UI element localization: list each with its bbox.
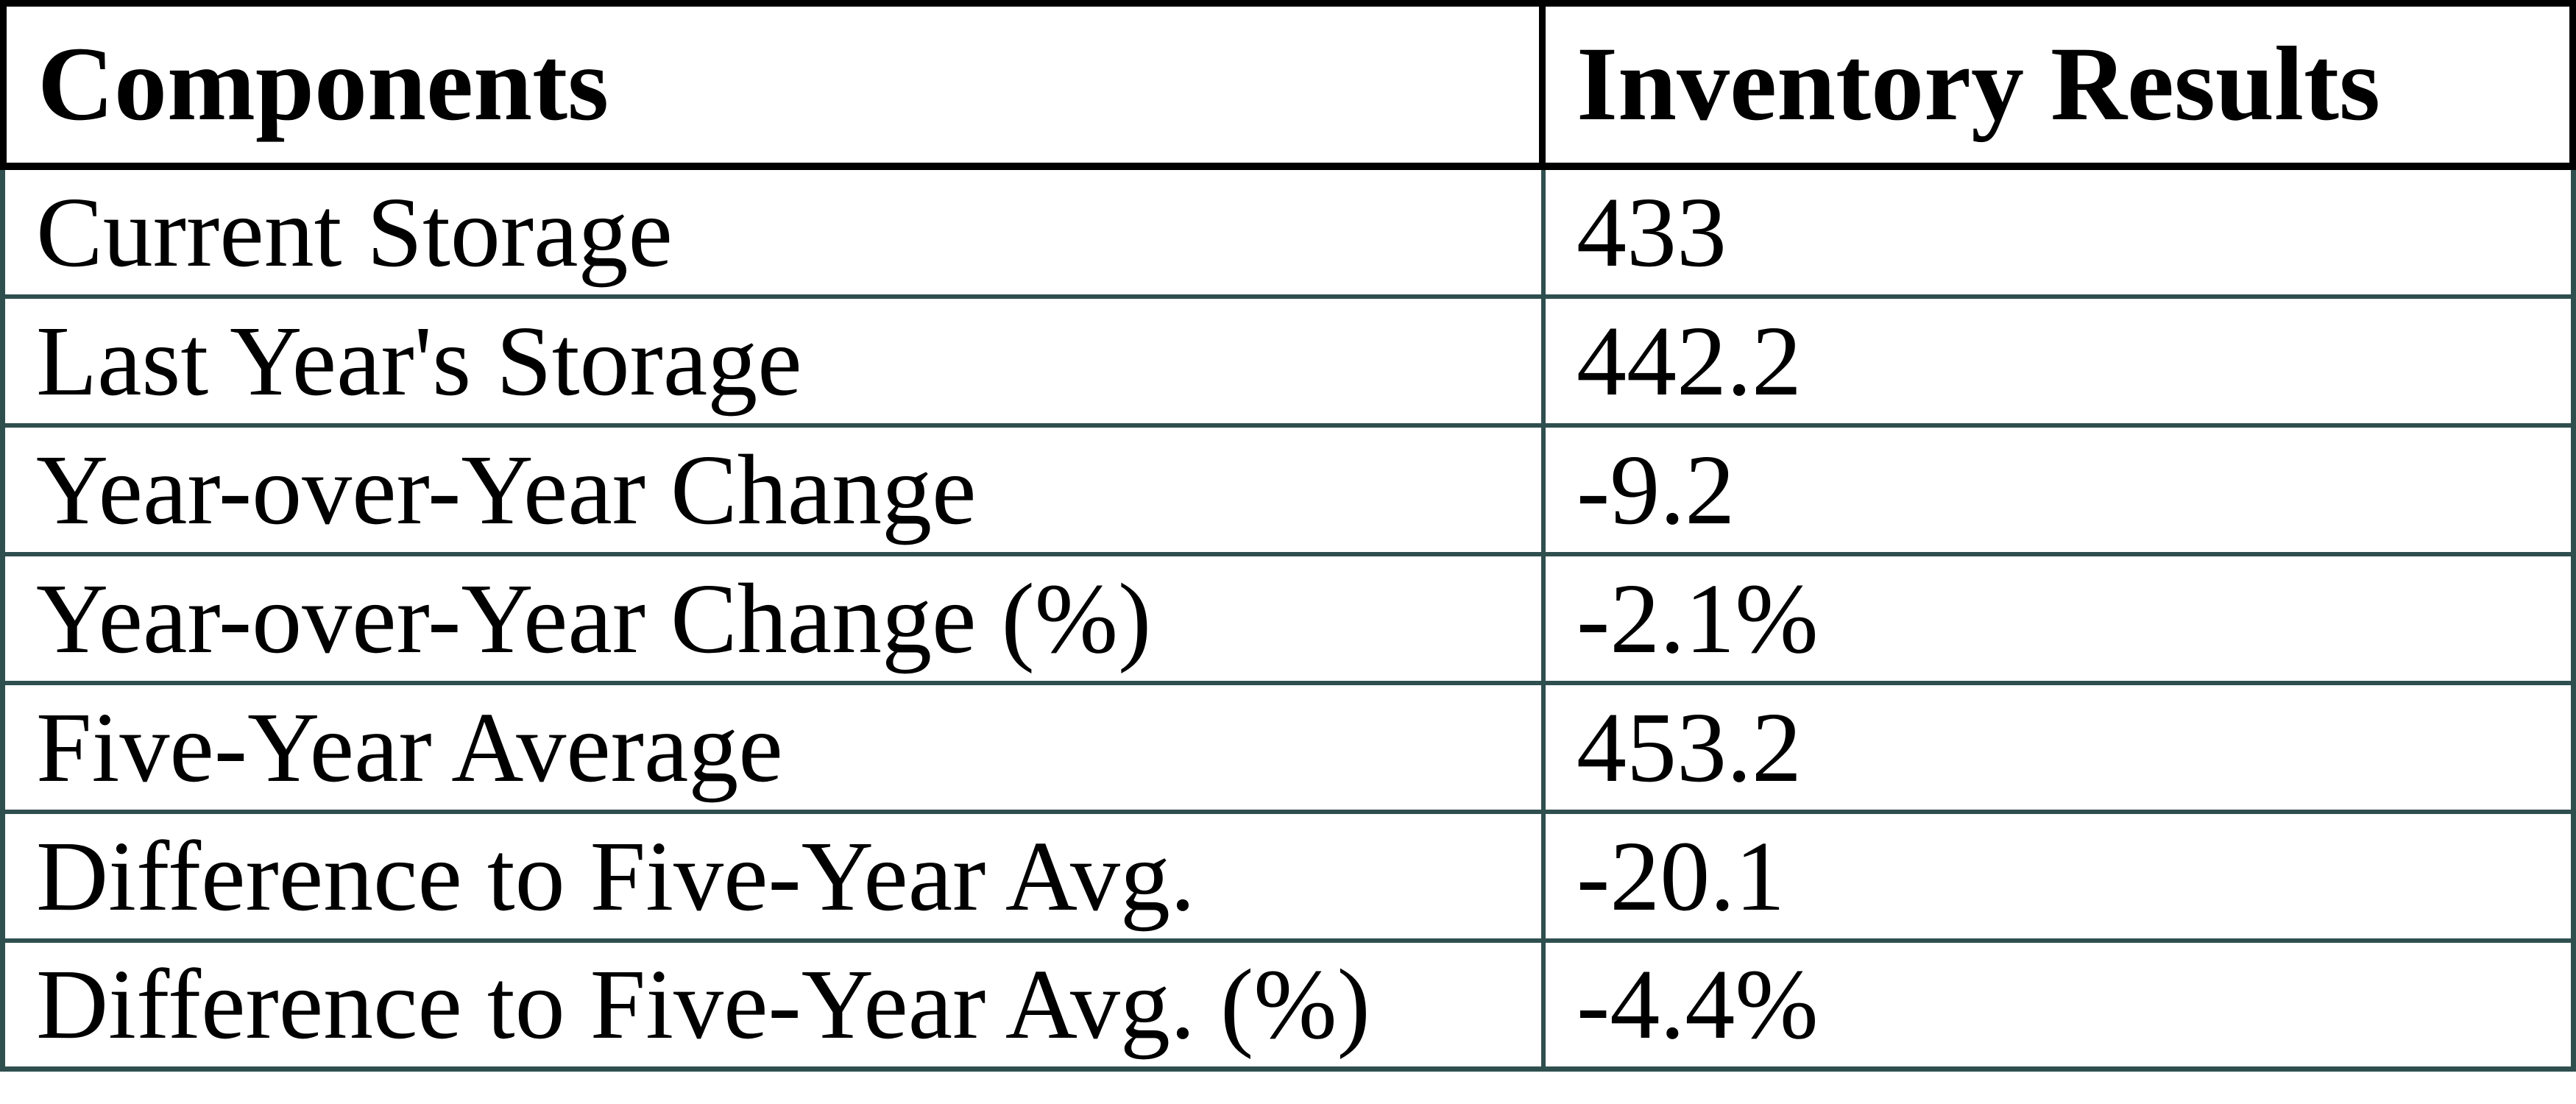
row-label-yoy-change: Year-over-Year Change <box>0 428 1546 556</box>
inventory-results-table: Components Inventory Results Current Sto… <box>0 0 2576 1072</box>
row-value-yoy-change-pct: -2.1% <box>1546 556 2576 685</box>
row-label-diff-five-year-avg: Difference to Five-Year Avg. <box>0 814 1546 943</box>
row-value-five-year-average: 453.2 <box>1546 685 2576 814</box>
row-label-last-years-storage: Last Year's Storage <box>0 299 1546 428</box>
header-cell-inventory-results: Inventory Results <box>1546 0 2576 170</box>
row-value-current-storage: 433 <box>1546 170 2576 299</box>
row-value-diff-five-year-avg-pct: -4.4% <box>1546 943 2576 1072</box>
row-value-yoy-change: -9.2 <box>1546 428 2576 556</box>
row-label-yoy-change-pct: Year-over-Year Change (%) <box>0 556 1546 685</box>
row-label-diff-five-year-avg-pct: Difference to Five-Year Avg. (%) <box>0 943 1546 1072</box>
row-value-last-years-storage: 442.2 <box>1546 299 2576 428</box>
row-label-five-year-average: Five-Year Average <box>0 685 1546 814</box>
row-value-diff-five-year-avg: -20.1 <box>1546 814 2576 943</box>
header-cell-components: Components <box>0 0 1546 170</box>
row-label-current-storage: Current Storage <box>0 170 1546 299</box>
